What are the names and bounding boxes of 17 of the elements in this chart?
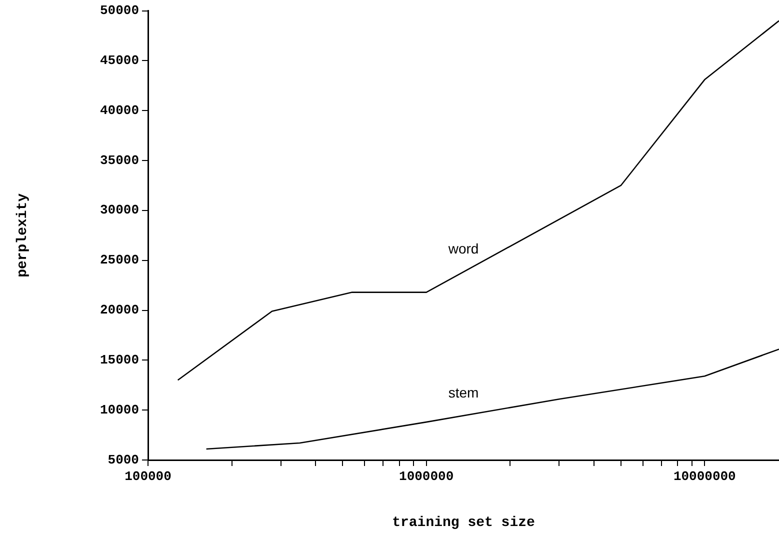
y-axis-title: perplexity bbox=[14, 192, 31, 278]
y-tick-label: 25000 bbox=[100, 252, 140, 268]
series-label: stem bbox=[448, 384, 479, 400]
x-tick-label: 1000000 bbox=[399, 469, 454, 484]
series-label: word bbox=[447, 240, 479, 257]
y-tick-label: 40000 bbox=[100, 102, 140, 118]
x-tick-label: 100000 bbox=[124, 469, 172, 484]
y-tick-label: 50000 bbox=[100, 3, 140, 18]
y-tick-label: 10000 bbox=[100, 402, 140, 418]
y-tick-label: 20000 bbox=[100, 302, 140, 318]
y-tick-label: 35000 bbox=[100, 152, 140, 168]
y-tick-label: 15000 bbox=[100, 352, 140, 368]
y-tick-label: 5000 bbox=[108, 452, 140, 468]
x-tick-label: 10000000 bbox=[673, 469, 736, 484]
y-tick-label: 30000 bbox=[100, 202, 140, 218]
x-axis-title: training set size bbox=[392, 515, 535, 532]
y-tick-label: 45000 bbox=[100, 52, 140, 68]
